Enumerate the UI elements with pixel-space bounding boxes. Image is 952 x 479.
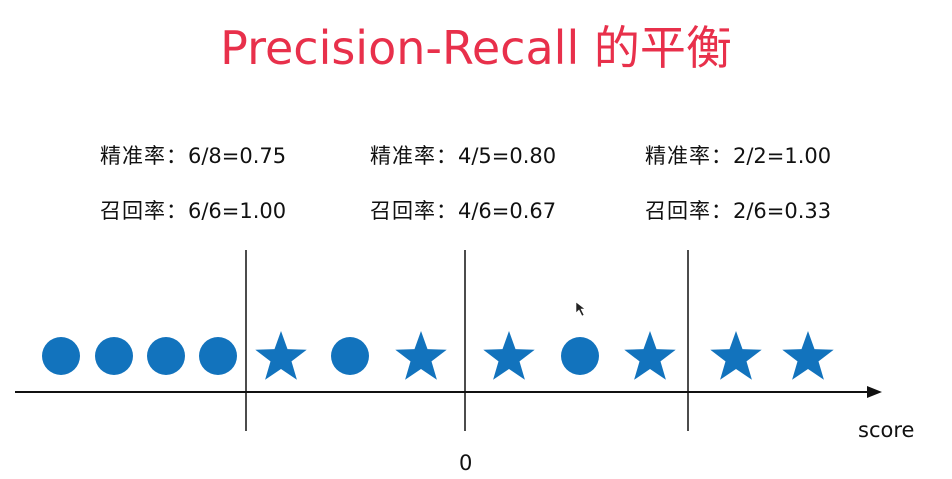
negative-sample-circle xyxy=(561,337,599,375)
negative-sample-circle xyxy=(199,337,237,375)
negative-sample-circle xyxy=(147,337,185,375)
zero-label: 0 xyxy=(459,451,473,475)
recall-value: 2/6=0.33 xyxy=(733,199,832,223)
recall-label: 召回率： xyxy=(645,199,733,223)
recall-text-2: 召回率：4/6=0.67 xyxy=(370,197,556,225)
cursor-icon xyxy=(575,301,586,317)
recall-text-1: 召回率：6/6=1.00 xyxy=(100,197,286,225)
negative-sample-circle xyxy=(331,337,369,375)
recall-label: 召回率： xyxy=(370,199,458,223)
page-title: Precision-Recall 的平衡 xyxy=(220,21,732,75)
precision-label: 精准率： xyxy=(645,144,733,168)
negative-sample-circle xyxy=(95,337,133,375)
negative-sample-circle xyxy=(42,337,80,375)
axis-arrow-icon xyxy=(867,386,882,398)
positive-sample-star xyxy=(624,331,676,380)
precision-value: 2/2=1.00 xyxy=(733,144,832,168)
precision-text-2: 精准率：4/5=0.80 xyxy=(370,142,556,170)
positive-sample-star xyxy=(395,331,447,380)
recall-text-3: 召回率：2/6=0.33 xyxy=(645,197,831,225)
precision-label: 精准率： xyxy=(100,144,188,168)
recall-value: 4/6=0.67 xyxy=(458,199,557,223)
recall-label: 召回率： xyxy=(100,199,188,223)
axis-label: score xyxy=(858,418,915,442)
precision-label: 精准率： xyxy=(370,144,458,168)
precision-value: 6/8=0.75 xyxy=(188,144,287,168)
positive-sample-star xyxy=(782,331,834,380)
positive-sample-star xyxy=(710,331,762,380)
precision-value: 4/5=0.80 xyxy=(458,144,557,168)
positive-sample-star xyxy=(483,331,535,380)
precision-text-3: 精准率：2/2=1.00 xyxy=(645,142,831,170)
recall-value: 6/6=1.00 xyxy=(188,199,287,223)
positive-sample-star xyxy=(255,331,307,380)
precision-text-1: 精准率：6/8=0.75 xyxy=(100,142,286,170)
sample-markers xyxy=(42,331,834,380)
